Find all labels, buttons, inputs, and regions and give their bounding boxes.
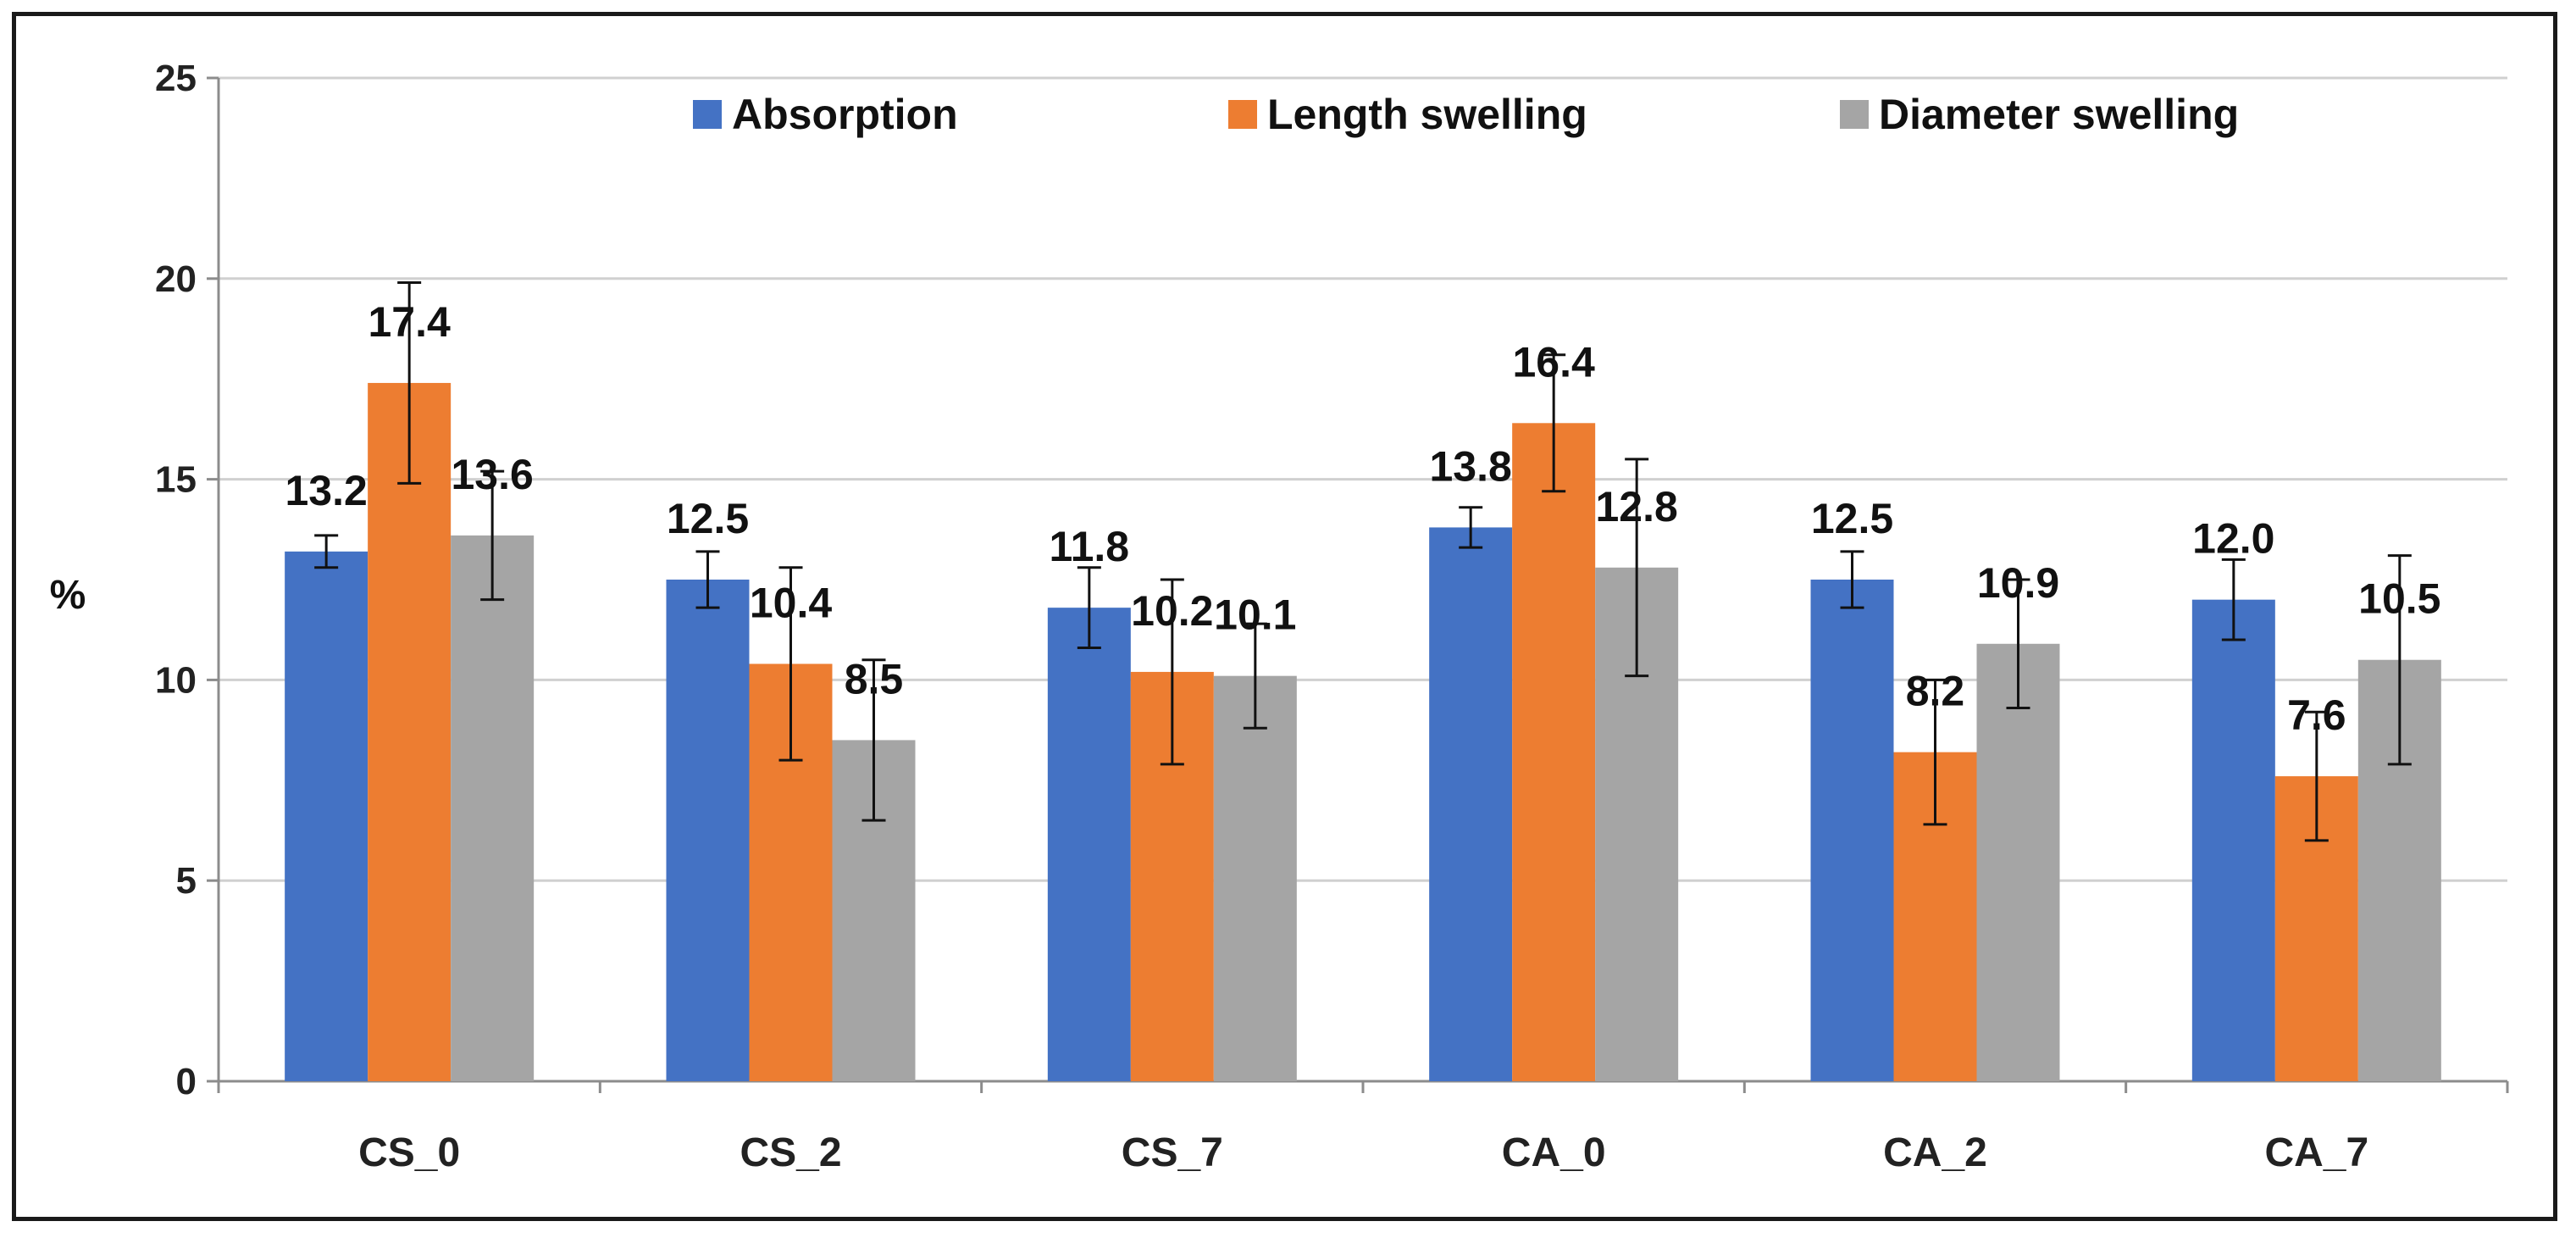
data-label: 10.4 [750,579,833,626]
data-label: 17.4 [368,298,451,346]
data-labels: 13.2 12.5 11.8 13.8 12.5 12.0 17.4 10.4 10.2 16.4… [285,298,2441,739]
bar [1429,527,1513,1081]
error-bars [314,281,2412,842]
legend-swatch [1228,100,1257,129]
x-tick-label: CS_7 [1122,1130,1223,1175]
x-tick-labels: CS_0 CS_2 CS_7 CA_0 CA_2 CA_7 [358,1130,2368,1175]
bar [666,580,750,1081]
data-label: 11.8 [1050,523,1130,570]
x-tick-label: CS_0 [358,1130,460,1175]
data-label: 10.2 [1131,587,1213,635]
y-tick-label: 20 [155,258,197,300]
y-tick-label: 25 [155,58,197,99]
x-tick-label: CA_0 [1502,1130,1606,1175]
bar [1512,423,1596,1081]
bar [285,551,368,1081]
data-label: 13.8 [1430,442,1512,490]
data-label: 16.4 [1513,338,1596,386]
bar [1213,675,1297,1081]
legend-swatch [1840,100,1869,129]
gridlines [207,76,2509,1093]
y-tick-label: 5 [176,860,197,902]
bar [2191,599,2275,1081]
x-tick-label: CS_2 [740,1130,841,1175]
legend-label: Length swelling [1267,91,1587,138]
data-label: 10.1 [1214,591,1296,639]
legend: Absorption Length swelling Diameter swelli… [693,91,2239,138]
data-label: 12.5 [1811,495,1893,542]
y-tick-labels: 0 5 10 15 20 25 [155,58,197,1102]
data-label: 13.6 [451,451,534,498]
data-label: 12.8 [1596,483,1678,530]
axes [217,78,2507,1083]
y-tick-label: 15 [155,459,197,501]
y-axis-label: % [50,573,86,618]
data-label: 7.6 [2287,691,2346,739]
y-tick-label: 10 [155,659,197,701]
x-tick-label: CA_2 [1883,1130,1987,1175]
data-label: 13.2 [285,467,368,514]
x-tick-label: CA_7 [2264,1130,2368,1175]
bar [368,382,451,1081]
data-label: 12.5 [667,495,749,542]
bars [285,382,2441,1081]
data-label: 8.5 [845,655,904,702]
bar [1976,643,2060,1081]
bar [1810,580,1894,1081]
data-label: 8.2 [1906,668,1965,715]
bar [1047,608,1131,1081]
legend-label: Diameter swelling [1879,91,2239,138]
data-label: 10.5 [2358,575,2440,623]
bar [451,535,535,1081]
data-label: 12.0 [2192,515,2274,563]
y-tick-label: 0 [176,1061,197,1102]
legend-label: Absorption [732,91,958,138]
data-label: 10.9 [1977,559,2059,607]
legend-swatch [693,100,722,129]
